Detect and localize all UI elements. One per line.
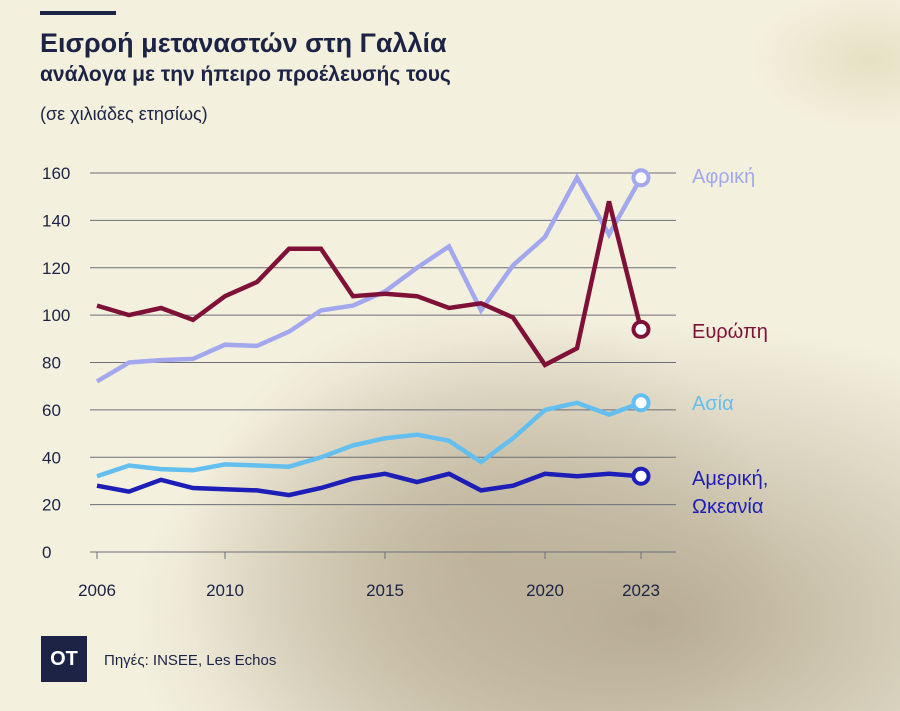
x-tick-label: 2010: [206, 581, 244, 600]
header-rule: [40, 11, 116, 15]
label-americas-line1: Αμερική,: [692, 468, 768, 490]
end-marker-europe: [631, 319, 651, 339]
series-lines: [95, 168, 651, 498]
label-europe: Ευρώπη: [692, 321, 768, 343]
y-tick-label: 160: [42, 164, 70, 183]
x-tick-label: 2006: [78, 581, 116, 600]
label-americas-line2: Ωκεανία: [692, 496, 763, 518]
y-tick-label: 20: [42, 496, 61, 515]
series-end-labels: Αφρική Ευρώπη Ασία Αμερική, Ωκεανία: [692, 166, 768, 518]
ot-logo: OT: [41, 636, 87, 682]
unit-label: (σε χιλιάδες ετησίως): [40, 104, 208, 124]
source-note: Πηγές: INSEE, Les Echos: [104, 652, 277, 669]
series-line-europe: [96, 200, 644, 368]
chart-title: Εισροή μεταναστών στη Γαλλία: [40, 28, 447, 58]
end-marker-americas-oceania: [631, 466, 651, 486]
x-tick-label: 2015: [366, 581, 404, 600]
y-tick-label: 0: [42, 543, 51, 562]
series-line-asia: [96, 400, 642, 479]
grid: [90, 172, 676, 553]
label-asia: Ασία: [692, 393, 734, 415]
x-tick-label: 2020: [526, 581, 564, 600]
chart-subtitle: ανάλογα με την ήπειρο προέλευσής τους: [40, 63, 451, 86]
x-axis-ticks: 2006 2010 2015 2020 2023: [78, 552, 660, 600]
y-tick-label: 60: [42, 401, 61, 420]
y-tick-label: 40: [42, 448, 61, 467]
end-marker-asia: [631, 393, 651, 413]
end-marker-africa: [631, 168, 651, 188]
series-line-africa: [95, 173, 643, 384]
y-axis-ticks: 0 20 40 60 80 100 120 140 160: [42, 164, 70, 562]
x-tick-label: 2023: [622, 581, 660, 600]
y-tick-label: 120: [42, 259, 70, 278]
y-tick-label: 80: [42, 354, 61, 373]
label-africa: Αφρική: [692, 166, 755, 188]
y-tick-label: 100: [42, 306, 70, 325]
y-tick-label: 140: [42, 211, 70, 230]
series-line-americas-oceania: [96, 471, 642, 498]
